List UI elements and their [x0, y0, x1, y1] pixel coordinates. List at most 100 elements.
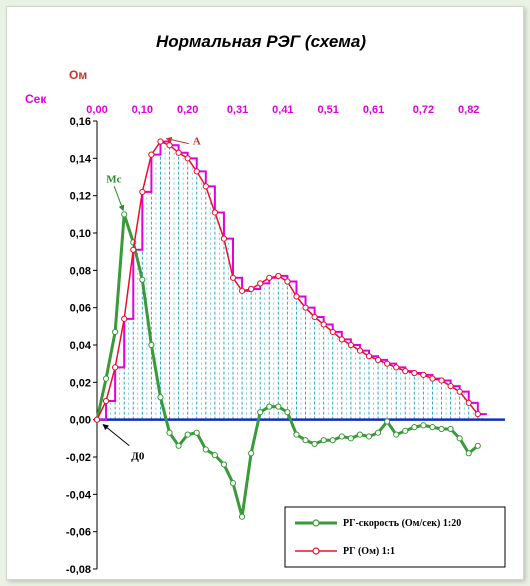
speed-series-point [266, 403, 273, 410]
annotation-label-mc: Мс [106, 173, 121, 185]
y-unit-label: Ом [69, 68, 87, 82]
rg-series-point [166, 142, 173, 149]
legend-box [284, 506, 506, 568]
speed-series-point [139, 276, 146, 283]
rg-series-point [411, 369, 418, 377]
rg-series-point [238, 287, 246, 294]
speed-series-point [456, 435, 463, 442]
rg-series-point [384, 360, 391, 367]
rg-series-point [229, 274, 237, 281]
y-tick-label: 0,02 [70, 377, 91, 389]
x-tick-label: 0,41 [272, 104, 293, 116]
rg-series-point [311, 313, 318, 321]
rg-series-point [257, 280, 264, 287]
rg-series-point [420, 371, 427, 378]
speed-series-point [465, 450, 472, 457]
rg-series-point [347, 341, 354, 349]
rg-series-point [102, 397, 110, 405]
y-tick-label: 0,04 [70, 340, 92, 352]
rg-series-point [211, 209, 218, 216]
speed-series-point [393, 431, 400, 438]
speed-series-point [121, 211, 128, 218]
speed-series-point [284, 409, 291, 416]
x-tick-label: 0,20 [177, 104, 198, 116]
y-tick-label: -0,02 [66, 452, 91, 464]
rg-series-point [365, 353, 373, 360]
rg-series-point [184, 155, 191, 162]
y-tick-label: 0,06 [70, 303, 91, 315]
rg-series-point [284, 278, 291, 285]
speed-series-point [166, 429, 173, 436]
chart-title: Нормальная РЭГ (схема) [156, 32, 366, 51]
rg-series-point [456, 388, 463, 395]
y-tick-label: 0,10 [70, 228, 91, 240]
rg-series-point [202, 183, 209, 190]
speed-series-line [95, 212, 479, 519]
speed-series-point [329, 437, 336, 444]
y-tick-label: -0,06 [66, 527, 91, 539]
speed-series-point [238, 513, 246, 520]
rg-series-point [474, 410, 481, 418]
speed-series-point [447, 425, 454, 433]
rg-series-point [402, 368, 409, 375]
speed-series-point [402, 427, 409, 434]
annotation-label-a: А [193, 136, 201, 148]
speed-series-point [175, 442, 182, 449]
rg-series-point [356, 347, 364, 354]
rg-series-point [130, 246, 137, 253]
y-tick-label: 0,16 [70, 116, 91, 128]
rg-series-point [112, 364, 119, 371]
rg-series-point [93, 416, 101, 423]
speed-series-point [184, 431, 191, 438]
rg-series-point [329, 328, 336, 336]
rg-series-point [266, 274, 273, 281]
y-tick-label: 0,08 [70, 265, 91, 277]
y-tick-label: 0,00 [70, 415, 91, 427]
annotation-arrow-mc [113, 186, 125, 212]
speed-series-point [257, 409, 264, 416]
legend-label-speed: РГ-скорость (Ом/сек) 1:20 [343, 518, 461, 529]
rg-series-point [338, 336, 345, 343]
legend-label-rg: РГ (Ом) 1:1 [343, 546, 395, 557]
y-tick-label: -0,04 [66, 489, 92, 501]
speed-series-point [320, 437, 327, 444]
speed-series-point [211, 452, 218, 459]
chart-svg: Нормальная РЭГ (схема) Ом Сек 0,16 0,14 0,… [25, 32, 506, 576]
x-tick-label: 0,10 [132, 104, 153, 116]
x-tick-label: 0,61 [363, 104, 384, 116]
speed-series-point [338, 433, 345, 440]
legend-marker-speed [312, 519, 320, 527]
rg-series-point [175, 149, 182, 156]
legend-marker-rg [312, 547, 320, 555]
speed-series-point [112, 328, 119, 336]
rg-series-point [429, 375, 436, 382]
speed-series-point [248, 450, 255, 457]
speed-series-point [157, 394, 164, 401]
rg-series-point [374, 356, 382, 364]
chart-frame: Нормальная РЭГ (схема) Ом Сек 0,16 0,14 0,… [6, 6, 524, 580]
x-tick-label: 0,82 [458, 104, 479, 116]
rg-series-point [139, 188, 146, 196]
rg-series-point [302, 304, 309, 311]
legend: РГ-скорость (Ом/сек) 1:20 РГ (Ом) 1:1 [284, 506, 506, 568]
speed-series-point [193, 429, 200, 436]
speed-series-point [420, 422, 427, 429]
y-tick-label: 0,14 [70, 153, 92, 165]
rg-series-point [148, 151, 155, 158]
x-tick-label: 0,51 [317, 104, 338, 116]
speed-series-point [302, 437, 309, 444]
speed-series-point [220, 461, 228, 468]
annotation-arrow-a [165, 136, 189, 145]
rg-series-point [447, 382, 454, 390]
x-tick-label: 0,31 [227, 104, 248, 116]
plot-area: 0,16 0,14 0,12 0,10 0,08 0,06 0,04 0,02 0,00 -0,0… [66, 104, 505, 576]
rg-series-point [438, 377, 445, 384]
rg-series-point [248, 285, 255, 293]
rg-series-point [320, 321, 327, 328]
annotation-label-d0: Д0 [131, 451, 145, 463]
annotation-arrow-d0 [102, 424, 130, 447]
rg-series-point [220, 235, 228, 242]
speed-series-point [102, 375, 110, 382]
speed-series-point [365, 433, 373, 440]
x-unit-label: Сек [25, 92, 47, 106]
